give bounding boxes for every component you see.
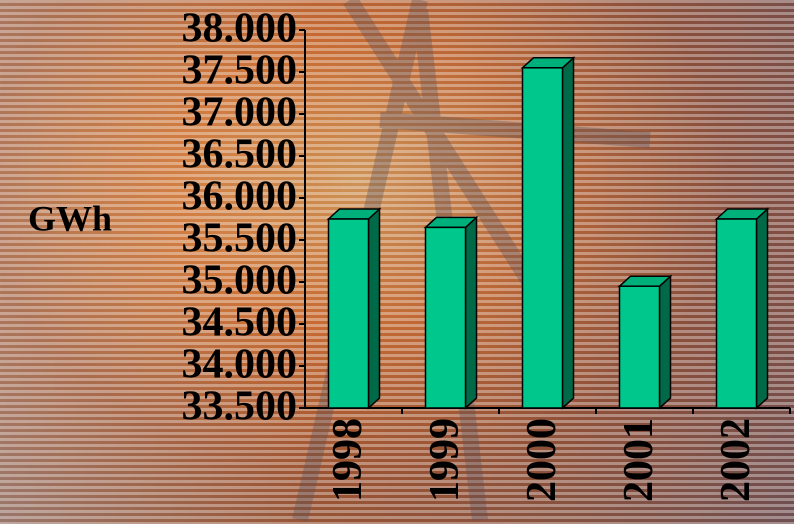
bar-side bbox=[367, 207, 381, 410]
y-tick-label: 35.000 bbox=[182, 258, 298, 304]
y-tick-label: 36.500 bbox=[182, 132, 298, 178]
x-tick-label: 2002 bbox=[713, 418, 759, 502]
y-axis-label: GWh bbox=[28, 198, 112, 238]
y-tick-label: 34.500 bbox=[182, 300, 298, 346]
bar bbox=[618, 285, 661, 409]
x-tick-label: 2001 bbox=[616, 418, 662, 502]
x-tick-label: 1999 bbox=[422, 418, 468, 502]
bar bbox=[521, 67, 564, 409]
x-tick-label: 1998 bbox=[325, 418, 371, 502]
bar-side bbox=[755, 207, 769, 410]
y-tick-label: 33.500 bbox=[182, 384, 298, 430]
y-tick-label: 37.000 bbox=[182, 90, 298, 136]
y-tick-label: 35.500 bbox=[182, 216, 298, 262]
bar bbox=[424, 226, 467, 409]
bar bbox=[715, 218, 758, 409]
bar bbox=[327, 218, 370, 409]
x-tick-label: 2000 bbox=[519, 418, 565, 502]
y-tick-label: 36.000 bbox=[182, 174, 298, 220]
bar-side bbox=[561, 56, 575, 410]
y-tick-label: 37.500 bbox=[182, 48, 298, 94]
y-tick-label: 34.000 bbox=[182, 342, 298, 388]
bar-side bbox=[464, 215, 478, 410]
y-tick-label: 38.000 bbox=[182, 6, 298, 52]
bar-side bbox=[658, 274, 672, 410]
